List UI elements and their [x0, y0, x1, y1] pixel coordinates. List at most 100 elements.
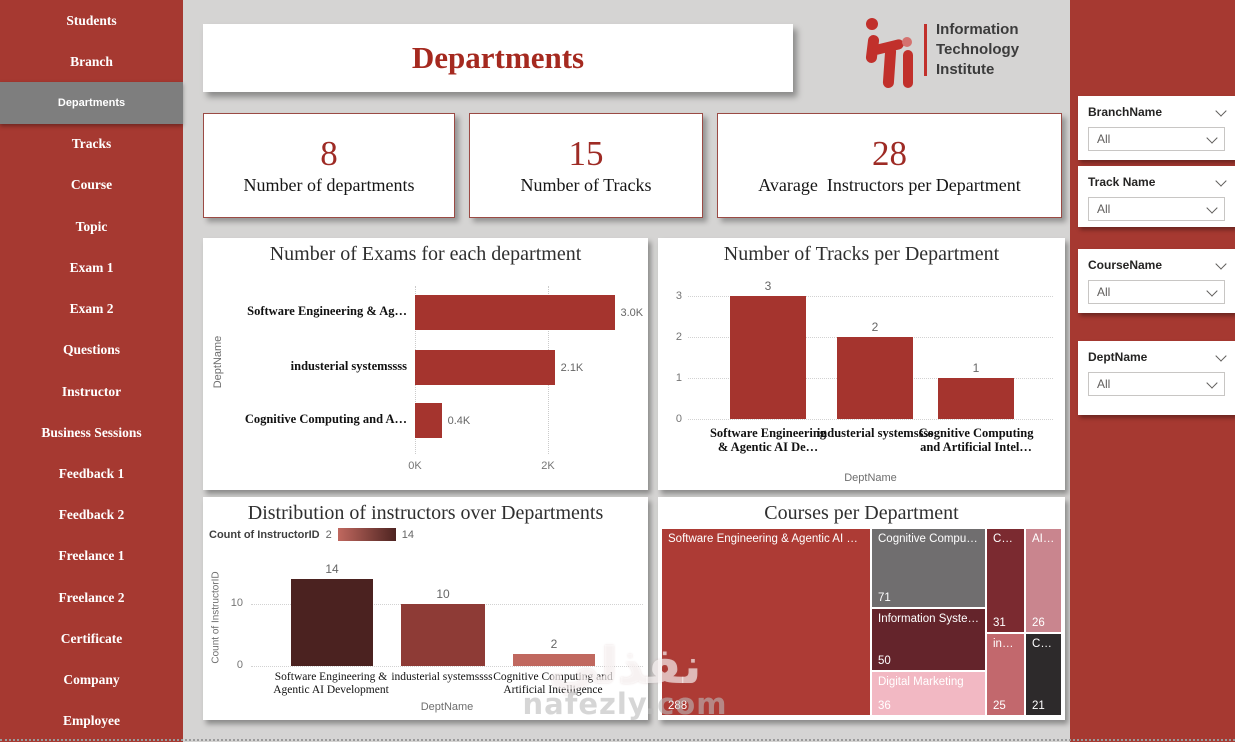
- sidebar-item-feedback-2[interactable]: Feedback 2: [58, 507, 125, 523]
- sidebar-item-students[interactable]: Students: [66, 12, 117, 28]
- tile-value: 21: [1032, 700, 1045, 712]
- bar-software-engineering[interactable]: [730, 296, 806, 419]
- sidebar-item-questions[interactable]: Questions: [62, 342, 120, 358]
- chart-instructors-x-axis-title: DeptName: [420, 701, 474, 713]
- logo-text: Information Technology Institute: [936, 20, 1019, 79]
- sidebar-item-employee[interactable]: Employee: [63, 713, 120, 729]
- bar-software-engineering[interactable]: [415, 295, 615, 330]
- treemap-tile-information-systems[interactable]: Information Systems 50: [872, 609, 985, 670]
- tile-label: Information Systems: [878, 613, 979, 625]
- legend-title: Count of InstructorID: [209, 528, 320, 541]
- chart-instructors-title: Distribution of instructors over Departm…: [247, 502, 604, 524]
- treemap-tile-cont[interactable]: Cont... 31: [987, 529, 1024, 632]
- treemap-tile-digital-marketing[interactable]: Digital Marketing 36: [872, 672, 985, 715]
- bar-group: 3: [730, 279, 806, 419]
- treemap-tile-cyb[interactable]: Cyb... 21: [1026, 634, 1061, 715]
- bar-cognitive-computing[interactable]: [415, 403, 442, 438]
- filter-deptname-dropdown[interactable]: All: [1088, 372, 1225, 396]
- sidebar-item-branch[interactable]: Branch: [70, 53, 113, 69]
- y-tick-10: 10: [230, 597, 243, 609]
- sidebar-item-departments[interactable]: Departments: [0, 82, 183, 124]
- treemap-tile-ai[interactable]: AI-... 26: [1026, 529, 1061, 632]
- sidebar-item-freelance-1[interactable]: Freelance 1: [58, 548, 125, 564]
- sidebar-item-instructor[interactable]: Instructor: [61, 383, 122, 399]
- y-tick-3: 3: [675, 290, 682, 302]
- filter-trackname-dropdown[interactable]: All: [1088, 197, 1225, 221]
- bar-cognitive-computing[interactable]: [938, 378, 1014, 419]
- bar-value-label: 2: [871, 320, 879, 334]
- logo-line-1: Information: [936, 21, 1019, 39]
- chart-tracks-per-department: Number of Tracks per Department 3 2 1 0 …: [658, 238, 1065, 490]
- bar-value-label: 1: [972, 361, 980, 375]
- chart-exams-category-0: Software Engineering & Ag…: [247, 304, 407, 318]
- bar-group: 14: [291, 562, 373, 666]
- chevron-down-icon[interactable]: [1215, 174, 1227, 187]
- y-tick-1: 1: [675, 372, 682, 384]
- chart-exams-per-department: Number of Exams for each department Dept…: [203, 238, 648, 490]
- filter-branchname-label: BranchName: [1088, 105, 1163, 119]
- tile-value: 288: [668, 700, 688, 712]
- chevron-down-icon[interactable]: [1215, 257, 1227, 270]
- bar-value-label: 2: [550, 636, 558, 651]
- page-title: Departments: [411, 40, 585, 75]
- sidebar-item-tracks[interactable]: Tracks: [71, 136, 112, 152]
- chevron-down-icon: [1206, 201, 1218, 214]
- bar-row: 3.0K: [415, 295, 643, 330]
- tile-value: 25: [993, 700, 1006, 712]
- sidebar-item-freelance-2[interactable]: Freelance 2: [58, 589, 125, 605]
- treemap-tile-cognitive-computing[interactable]: Cognitive Computin... 71: [872, 529, 985, 607]
- chart-exams-category-1: industerial systemssss: [290, 359, 407, 373]
- bar-industerial-systems[interactable]: [401, 604, 485, 666]
- tile-value: 31: [993, 617, 1006, 629]
- bar-value-label: 2.1K: [560, 361, 584, 374]
- sidebar-nav: Students Branch Departments Tracks Cours…: [0, 0, 183, 742]
- chart-tracks-title: Number of Tracks per Department: [723, 243, 1000, 265]
- tile-value: 71: [878, 592, 891, 604]
- logo-line-2: Technology: [936, 41, 1020, 59]
- chart-instructors-y-axis-title: Count of InstructorID: [210, 571, 222, 664]
- tile-label: Software Engineering & Agentic AI Deve..…: [668, 533, 864, 545]
- chart-tracks-plot: 3 2 1: [688, 278, 1053, 419]
- sidebar-item-topic[interactable]: Topic: [75, 218, 108, 234]
- filter-coursename-dropdown[interactable]: All: [1088, 280, 1225, 304]
- filter-trackname-value: All: [1097, 202, 1111, 216]
- bar-industerial-systems[interactable]: [837, 337, 913, 419]
- filter-branchname-value: All: [1097, 132, 1111, 146]
- legend-max: 14: [401, 528, 414, 541]
- sidebar-item-business-sessions[interactable]: Business Sessions: [41, 424, 142, 440]
- page-title-card: Departments: [203, 24, 793, 92]
- sidebar-item-company[interactable]: Company: [63, 672, 120, 688]
- bar-cognitive-computing[interactable]: [513, 653, 595, 666]
- filter-coursename: CourseName All: [1078, 249, 1235, 313]
- chart-instructors-category-1: industerial systemssss: [391, 671, 493, 683]
- chevron-down-icon: [1206, 284, 1218, 297]
- kpi-card-tracks: 15 Number of Tracks: [469, 113, 703, 218]
- treemap-tile-indu[interactable]: indu... 25: [987, 634, 1024, 715]
- sidebar-item-exam-1[interactable]: Exam 1: [69, 259, 114, 275]
- y-tick-0: 0: [236, 659, 243, 671]
- sidebar-item-certificate[interactable]: Certificate: [60, 630, 123, 646]
- bar-software-engineering[interactable]: [291, 579, 373, 666]
- bar-group: 2: [513, 637, 595, 666]
- bottom-dotted-divider: [0, 739, 1235, 741]
- legend-min: 2: [325, 528, 332, 541]
- treemap-tile-software-engineering[interactable]: Software Engineering & Agentic AI Deve..…: [662, 529, 870, 715]
- kpi-value-avg-instructors: 28: [872, 133, 907, 173]
- bar-row: 0.4K: [415, 403, 470, 438]
- filter-branchname: BranchName All: [1078, 96, 1235, 160]
- chart-tracks-category-2: Cognitive Computing and Artificial Intel…: [918, 426, 1034, 455]
- bar-value-label: 3: [764, 279, 772, 293]
- chart-instructors-plot: 14 10 2: [251, 562, 643, 666]
- sidebar-item-course[interactable]: Course: [70, 177, 113, 193]
- kpi-value-departments: 8: [320, 133, 338, 173]
- sidebar-item-feedback-1[interactable]: Feedback 1: [58, 466, 125, 482]
- chevron-down-icon[interactable]: [1215, 104, 1227, 117]
- bar-value-label: 3.0K: [620, 306, 644, 319]
- bar-industerial-systems[interactable]: [415, 350, 555, 385]
- bar-group: 10: [401, 587, 485, 666]
- filter-branchname-dropdown[interactable]: All: [1088, 127, 1225, 151]
- sidebar-item-exam-2[interactable]: Exam 2: [69, 301, 114, 317]
- chevron-down-icon[interactable]: [1215, 349, 1227, 362]
- kpi-value-tracks: 15: [568, 133, 604, 173]
